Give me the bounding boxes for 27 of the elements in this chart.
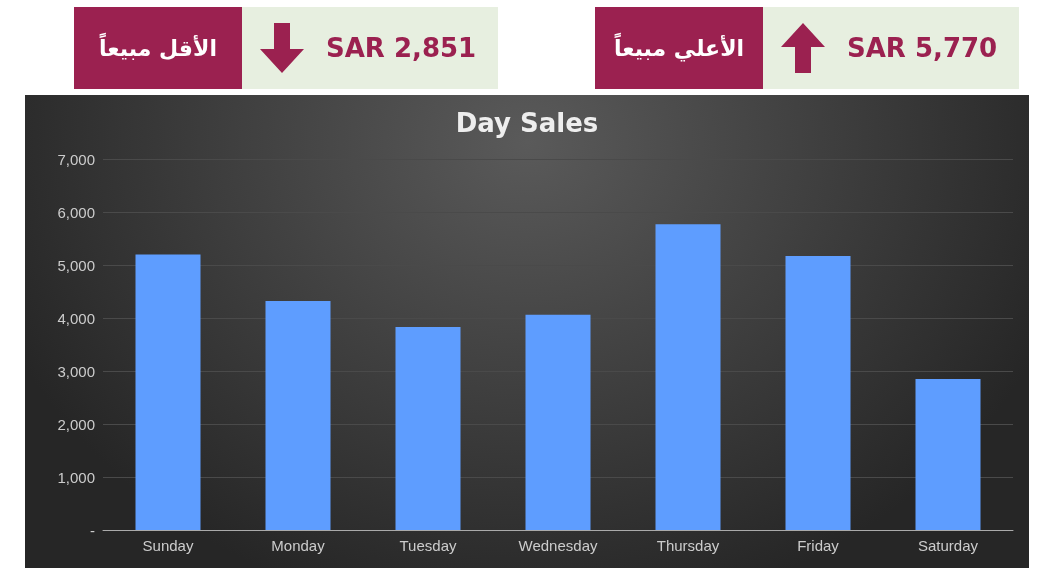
text: SAR 2,851	[326, 33, 477, 63]
y-tick-label: 7,000	[57, 150, 95, 168]
x-tick-label: Tuesday	[399, 537, 457, 554]
text: الأقل مبيعاً	[74, 7, 242, 89]
y-tick-label: 1,000	[57, 468, 95, 486]
x-tick-label: Wednesday	[518, 537, 598, 554]
bar	[655, 224, 721, 530]
bar	[135, 254, 201, 530]
x-tick-label: Sunday	[142, 537, 194, 554]
y-tick-label: -	[90, 521, 95, 539]
bar	[785, 255, 851, 530]
bar	[265, 301, 331, 530]
y-tick-label: 6,000	[57, 203, 95, 221]
text: SAR 5,770	[847, 33, 998, 63]
x-tick-label: Friday	[797, 537, 840, 554]
x-tick-label: Saturday	[917, 537, 979, 554]
text: الأعلي مبيعاً	[595, 7, 763, 89]
x-tick-label: Thursday	[656, 537, 720, 554]
y-tick-label: 3,000	[57, 362, 95, 380]
chart-title: Day Sales	[455, 108, 599, 138]
bar	[525, 314, 591, 530]
x-tick-label: Monday	[271, 537, 326, 554]
y-tick-label: 5,000	[57, 256, 95, 274]
bar	[395, 327, 461, 530]
bar	[915, 378, 981, 530]
y-tick-label: 4,000	[57, 309, 95, 327]
y-tick-label: 2,000	[57, 415, 95, 433]
